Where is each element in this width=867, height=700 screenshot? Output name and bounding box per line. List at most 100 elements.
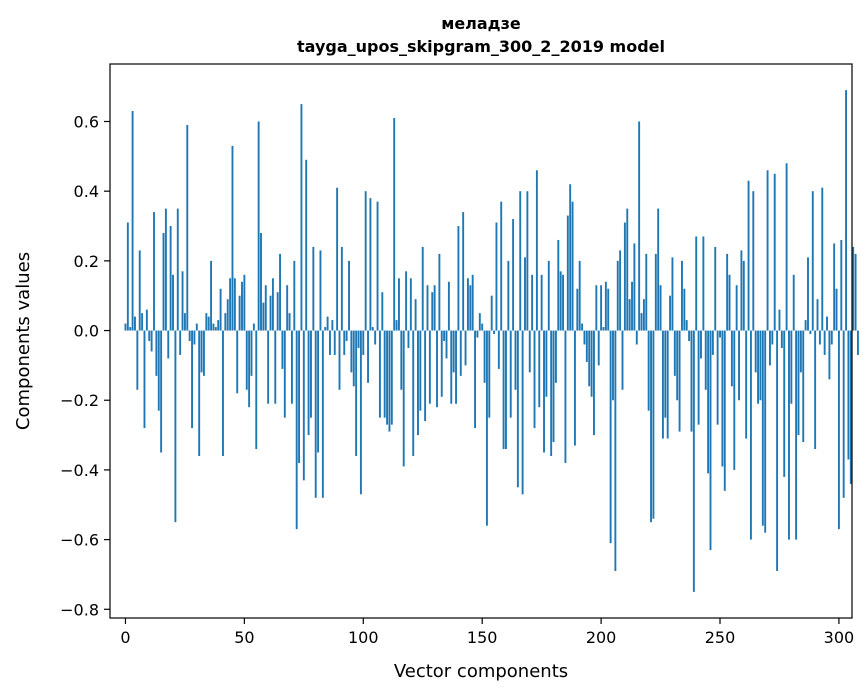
bar-78 bbox=[310, 330, 312, 418]
bar-225 bbox=[659, 285, 662, 331]
bar-83 bbox=[321, 330, 324, 498]
bar-20 bbox=[172, 274, 174, 331]
bar-120 bbox=[409, 278, 412, 331]
bar-140 bbox=[457, 226, 460, 331]
bar-305 bbox=[849, 330, 852, 484]
bar-61 bbox=[269, 295, 272, 331]
bar-281 bbox=[792, 274, 795, 331]
bar-184 bbox=[562, 274, 564, 331]
x-tick-label: 300 bbox=[824, 628, 855, 647]
bar-274 bbox=[776, 330, 779, 571]
bar-82 bbox=[319, 250, 322, 331]
bar-108 bbox=[381, 292, 384, 331]
bar-19 bbox=[169, 226, 172, 331]
y-axis-ticks: −0.8 −0.6 −0.4 −0.2 0.0 0.2 0.4 0.6 bbox=[60, 112, 110, 619]
bar-127 bbox=[426, 285, 429, 331]
bar-21 bbox=[174, 330, 177, 523]
bar-175 bbox=[540, 274, 543, 331]
bar-221 bbox=[650, 330, 652, 523]
bar-182 bbox=[557, 239, 560, 331]
bar-227 bbox=[664, 330, 667, 418]
bar-294 bbox=[823, 330, 826, 355]
bar-103 bbox=[369, 198, 372, 331]
bar-113 bbox=[393, 118, 396, 331]
bar-5 bbox=[136, 330, 139, 390]
bar-307 bbox=[854, 253, 857, 331]
bar-270 bbox=[766, 170, 769, 331]
y-tick-label: 0.2 bbox=[74, 252, 99, 271]
bar-206 bbox=[614, 330, 617, 571]
bar-229 bbox=[669, 295, 672, 331]
bar-112 bbox=[390, 330, 393, 425]
bar-49 bbox=[241, 281, 243, 331]
bar-123 bbox=[417, 330, 419, 436]
bar-187 bbox=[569, 184, 572, 331]
bar-263 bbox=[749, 330, 752, 540]
bar-40 bbox=[219, 288, 222, 331]
bar-180 bbox=[552, 330, 555, 443]
bar-218 bbox=[642, 299, 645, 331]
bar-79 bbox=[312, 246, 315, 331]
bar-86 bbox=[329, 330, 331, 355]
bar-32 bbox=[200, 330, 203, 373]
bar-39 bbox=[217, 320, 220, 331]
bar-106 bbox=[376, 201, 379, 331]
bar-226 bbox=[661, 330, 664, 439]
x-tick-label: 100 bbox=[348, 628, 379, 647]
bar-76 bbox=[305, 159, 308, 331]
bar-176 bbox=[543, 330, 545, 453]
bar-147 bbox=[474, 330, 476, 429]
bar-12 bbox=[153, 212, 155, 331]
bar-271 bbox=[769, 330, 771, 366]
bar-128 bbox=[428, 330, 431, 404]
bar-246 bbox=[709, 330, 712, 551]
bar-25 bbox=[183, 313, 186, 331]
bar-115 bbox=[398, 278, 400, 331]
bar-73 bbox=[298, 330, 301, 463]
bar-119 bbox=[407, 330, 410, 348]
bar-134 bbox=[443, 330, 446, 341]
bar-234 bbox=[681, 260, 683, 331]
bar-145 bbox=[469, 285, 472, 331]
bar-196 bbox=[590, 330, 593, 397]
bar-268 bbox=[761, 330, 764, 526]
bar-244 bbox=[704, 330, 707, 390]
bar-74 bbox=[300, 104, 303, 331]
bar-293 bbox=[821, 187, 824, 331]
bar-155 bbox=[493, 330, 496, 335]
bar-256 bbox=[733, 330, 736, 470]
bar-54 bbox=[252, 323, 255, 331]
bar-232 bbox=[676, 330, 679, 401]
bar-14 bbox=[157, 330, 160, 411]
bar-279 bbox=[788, 330, 790, 540]
bar-46 bbox=[233, 278, 236, 331]
bar-269 bbox=[764, 330, 767, 533]
bar-18 bbox=[167, 330, 170, 359]
bar-240 bbox=[695, 236, 698, 331]
bar-66 bbox=[281, 330, 284, 369]
bar-126 bbox=[424, 330, 427, 422]
bar-29 bbox=[193, 330, 196, 345]
bar-4 bbox=[134, 316, 136, 331]
bar-189 bbox=[573, 330, 576, 446]
bar-278 bbox=[785, 163, 788, 331]
bar-122 bbox=[414, 299, 417, 331]
bar-64 bbox=[276, 292, 279, 331]
bar-231 bbox=[673, 330, 676, 376]
bar-222 bbox=[652, 330, 655, 519]
bar-50 bbox=[243, 274, 246, 331]
y-tick-label: −0.8 bbox=[60, 600, 99, 619]
bar-158 bbox=[500, 201, 503, 331]
bar-111 bbox=[388, 330, 391, 432]
bar-277 bbox=[783, 330, 786, 477]
y-axis-label: Components values bbox=[13, 252, 34, 430]
bar-272 bbox=[771, 330, 774, 345]
bar-109 bbox=[383, 330, 386, 418]
bar-100 bbox=[362, 330, 365, 355]
bar-150 bbox=[481, 323, 484, 331]
bar-217 bbox=[640, 313, 643, 331]
bar-264 bbox=[752, 191, 755, 331]
bar-215 bbox=[635, 330, 638, 345]
bar-162 bbox=[509, 330, 512, 418]
bar-284 bbox=[799, 330, 802, 373]
